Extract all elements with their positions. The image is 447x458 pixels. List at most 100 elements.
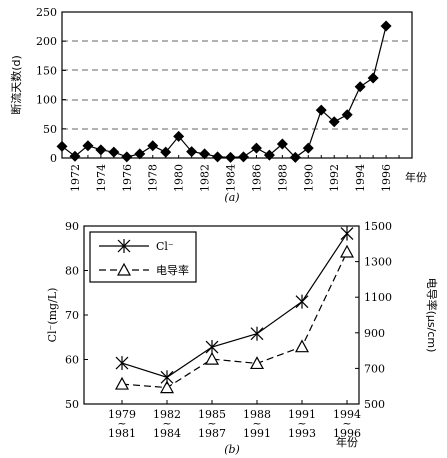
chart-a: 0 50 100 150 200 250 1972 1974 1976 1978 1980 1982… <box>9 6 427 204</box>
data-point-a <box>186 146 198 158</box>
data-point-conductivity <box>249 356 265 370</box>
x-tick-label-a: 1978 <box>147 164 160 192</box>
data-point-conductivity <box>159 380 175 394</box>
x-tick-tilde-b: ~ <box>207 417 216 430</box>
caption-b: (b) <box>224 443 240 456</box>
right-y-tick-label-b: 1100 <box>364 291 392 304</box>
legend-box <box>89 231 197 283</box>
data-point-a <box>160 146 172 158</box>
x-axis-b: 1979~19811982~19841985~19871988~19911991… <box>108 400 361 440</box>
data-point-a <box>134 148 146 160</box>
left-y-tick-label-b: 70 <box>65 309 79 322</box>
data-point-cl <box>205 340 219 355</box>
series-points-cl <box>115 226 354 385</box>
right-y-tick-label-b: 700 <box>364 362 385 375</box>
x-tick-label-a: 1980 <box>173 164 186 192</box>
y-tick-label-a: 250 <box>36 6 57 19</box>
y-axis-label-a: 断流天数(d) <box>9 55 23 115</box>
data-point-a <box>108 146 120 158</box>
right-y-tick-label-b: 1500 <box>364 220 392 233</box>
series-line-a <box>61 25 387 159</box>
caption-a: (a) <box>224 191 239 204</box>
x-tick-label-a: 1988 <box>276 164 289 192</box>
x-tick-tilde-b: ~ <box>117 417 126 430</box>
x-tick-tilde-b: ~ <box>342 417 351 430</box>
data-point-a <box>237 151 249 163</box>
legend-triangle-icon <box>116 262 132 276</box>
legend-star-icon <box>117 239 131 253</box>
x-axis-label-a: 年份 <box>405 170 427 184</box>
x-tick-label-a: 1986 <box>250 164 263 192</box>
x-tick-label-a: 1984 <box>225 164 238 192</box>
y-axis-a: 0 50 100 150 200 250 <box>36 6 66 165</box>
data-point-a <box>147 140 159 152</box>
x-tick-label-top-b: 1985 <box>198 408 226 421</box>
x-tick-tilde-b: ~ <box>252 417 261 430</box>
x-tick-label-a: 1990 <box>302 164 315 192</box>
data-point-cl <box>340 226 354 241</box>
plot-frame-a <box>61 11 413 159</box>
data-point-a <box>225 151 237 163</box>
x-tick-label-a: 1992 <box>328 164 341 192</box>
data-point-a <box>367 72 379 84</box>
left-y-tick-label-b: 50 <box>65 398 79 411</box>
data-point-a <box>121 151 133 163</box>
data-point-a <box>212 151 224 163</box>
series-points-conductivity <box>114 244 355 394</box>
data-point-a <box>250 142 262 154</box>
data-point-a <box>263 149 275 161</box>
x-tick-label-a: 1996 <box>380 164 393 192</box>
x-tick-label-a: 1976 <box>121 164 134 192</box>
data-point-a <box>82 140 94 152</box>
x-tick-label-bottom-b: 1991 <box>243 427 271 440</box>
legend-label-cl: Cl⁻ <box>156 240 174 253</box>
x-tick-label-bottom-b: 1984 <box>153 427 181 440</box>
legend-marker-cl <box>117 239 131 253</box>
data-point-conductivity <box>294 339 310 353</box>
data-point-conductivity <box>204 351 220 365</box>
data-point-a <box>69 150 81 162</box>
x-tick-label-bottom-b: 1987 <box>198 427 226 440</box>
x-axis-label-b: 年份 <box>336 435 358 449</box>
right-y-tick-label-b: 1300 <box>364 256 392 269</box>
data-point-a <box>341 109 353 121</box>
data-point-a <box>276 138 288 150</box>
y-axis-label-right-b: 电导率(μs/cm) <box>425 278 439 353</box>
y-tick-label-a: 100 <box>36 94 57 107</box>
data-point-a <box>56 140 68 152</box>
right-y-tick-label-b: 500 <box>364 398 385 411</box>
x-tick-label-bottom-b: 1981 <box>108 427 136 440</box>
data-point-a <box>199 148 211 160</box>
legend-label-conductivity: 电导率 <box>156 263 189 277</box>
x-tick-label-a: 1982 <box>199 164 212 192</box>
data-point-a <box>173 130 185 142</box>
x-tick-label-top-b: 1979 <box>108 408 136 421</box>
data-point-conductivity <box>339 244 355 258</box>
data-point-a <box>315 104 327 116</box>
plot-frame-b <box>83 225 360 405</box>
series-points-a <box>56 20 392 163</box>
data-point-a <box>95 144 107 156</box>
x-tick-label-a: 1994 <box>354 164 367 192</box>
data-point-a <box>289 151 301 163</box>
y-tick-label-a: 150 <box>36 64 57 77</box>
x-tick-label-a: 1974 <box>95 164 108 192</box>
x-tick-label-bottom-b: 1996 <box>333 427 361 440</box>
data-point-cl <box>160 370 174 385</box>
x-tick-label-a: 1972 <box>69 164 82 192</box>
data-point-cl <box>250 326 264 341</box>
series-line-cl <box>121 233 348 378</box>
legend-marker-conductivity <box>116 262 132 276</box>
y-axis-label-left-b: Cl⁻(mg/L) <box>46 288 59 343</box>
data-point-a <box>302 142 314 154</box>
left-y-tick-label-b: 80 <box>65 265 79 278</box>
left-y-tick-label-b: 90 <box>65 220 79 233</box>
y-tick-label-a: 0 <box>50 152 57 165</box>
data-point-a <box>328 116 340 128</box>
x-tick-label-top-b: 1991 <box>288 408 316 421</box>
x-tick-tilde-b: ~ <box>297 417 306 430</box>
x-tick-label-top-b: 1988 <box>243 408 271 421</box>
